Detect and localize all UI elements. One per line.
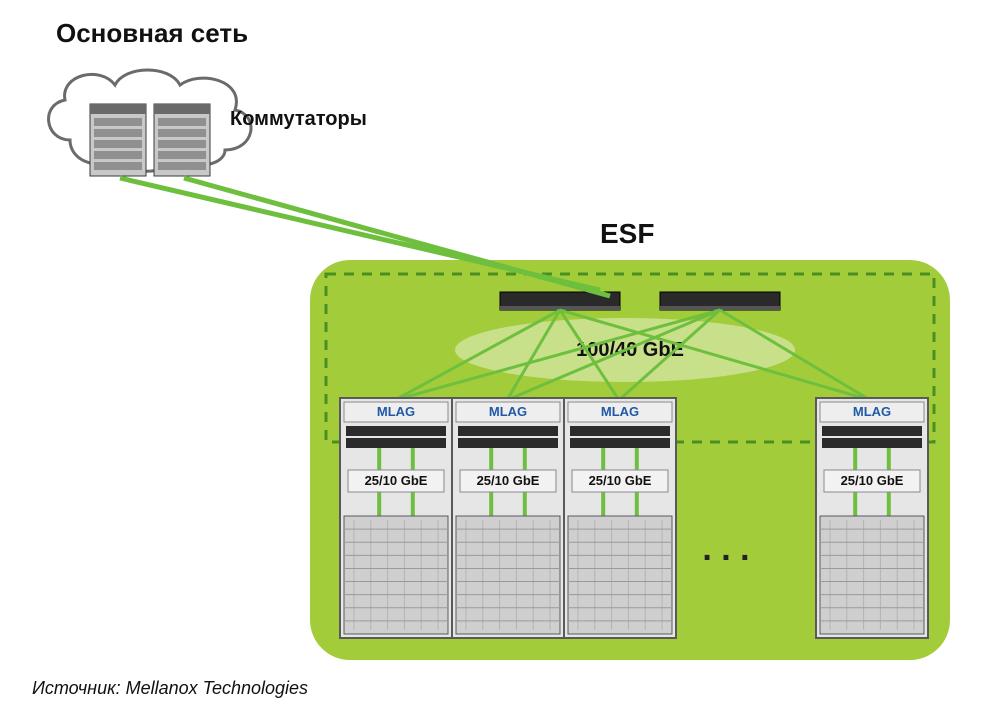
mlag-label: MLAG bbox=[601, 404, 639, 419]
mlag-label: MLAG bbox=[489, 404, 527, 419]
source-citation: Источник: Mellanox Technologies bbox=[32, 678, 308, 699]
fabric-switch-ports bbox=[500, 306, 620, 310]
server-rack: MLAG 25/10 GbE bbox=[452, 398, 564, 638]
diagram-title: Основная сеть bbox=[56, 18, 248, 49]
mlag-label: MLAG bbox=[853, 404, 891, 419]
fabric-switch-ports bbox=[660, 306, 780, 310]
esf-label: ESF bbox=[600, 218, 654, 250]
rack-speed-label: 25/10 GbE bbox=[589, 473, 652, 488]
rack-speed-label: 25/10 GbE bbox=[365, 473, 428, 488]
rack-speed-label: 25/10 GbE bbox=[841, 473, 904, 488]
server-rack: MLAG 25/10 GbE bbox=[816, 398, 928, 638]
cloud-label: Коммутаторы bbox=[230, 108, 367, 131]
mlag-label: MLAG bbox=[377, 404, 415, 419]
ellipsis: . . . bbox=[702, 530, 749, 568]
core-switch bbox=[154, 104, 210, 176]
server-rack: MLAG 25/10 GbE bbox=[340, 398, 452, 638]
cloud-icon bbox=[49, 70, 251, 171]
server-rack: MLAG 25/10 GbE bbox=[564, 398, 676, 638]
core-switch bbox=[90, 104, 146, 176]
rack-speed-label: 25/10 GbE bbox=[477, 473, 540, 488]
